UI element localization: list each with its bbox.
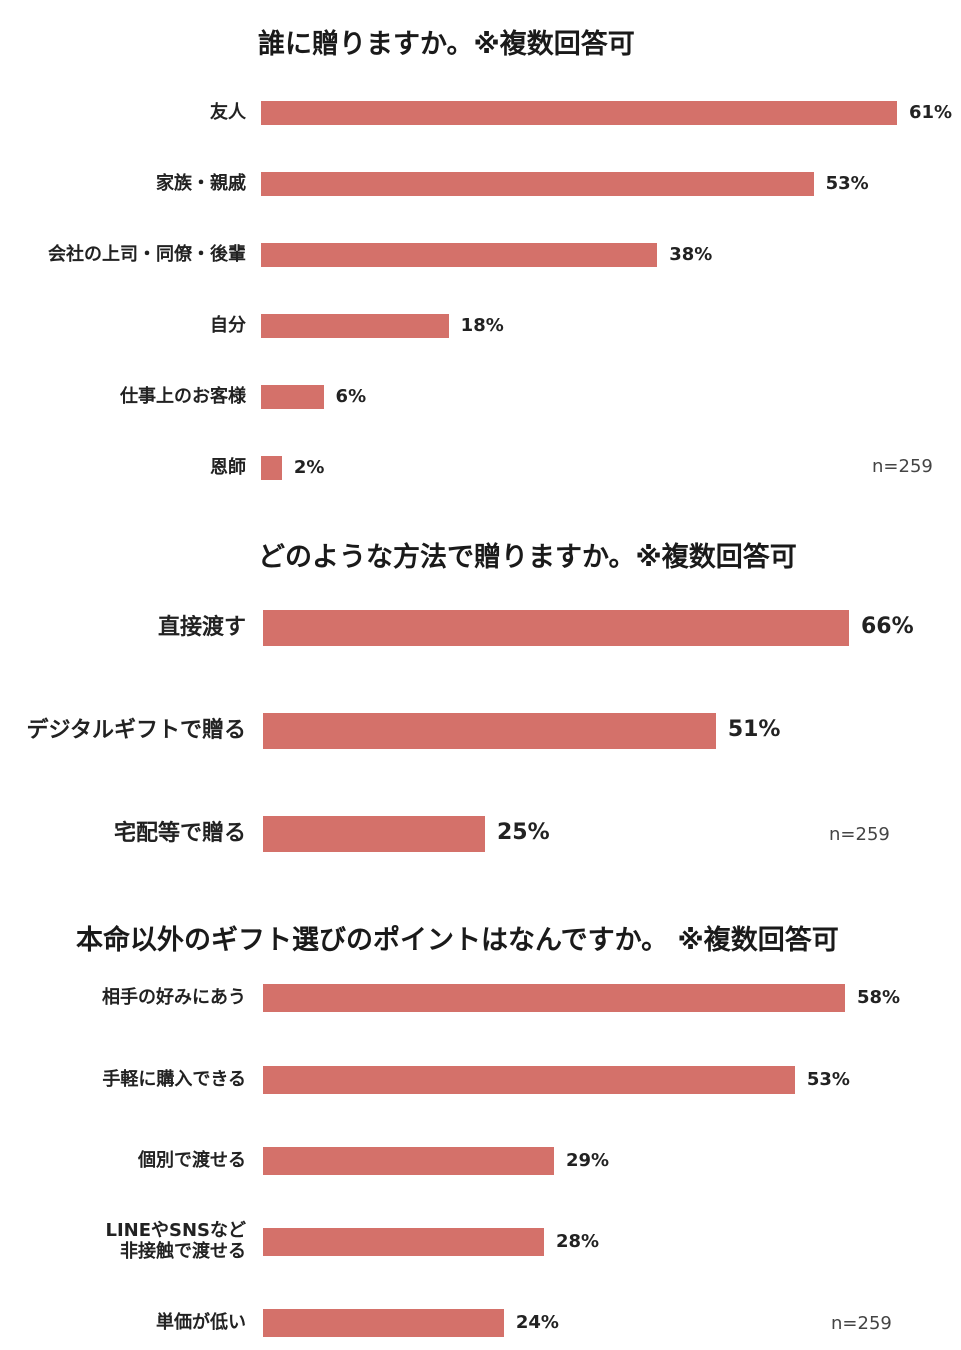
sample-size-note: n=259 (829, 824, 890, 845)
value-label: 29% (566, 1149, 610, 1171)
bar (263, 816, 485, 852)
category-label: 単価が低い (156, 1311, 246, 1333)
category-label: LINEやSNSなど 非接触で渡せる (105, 1220, 246, 1262)
value-label: 28% (555, 1230, 600, 1252)
bar (261, 243, 658, 267)
value-label: 2% (293, 456, 325, 478)
bar (263, 984, 845, 1012)
bar (263, 1066, 795, 1094)
bar (263, 1309, 504, 1337)
bar (261, 385, 324, 409)
chart-title: 本命以外のギフト選びのポイントはなんですか。 ※複数回答可 (76, 925, 839, 956)
value-label: 25% (496, 820, 550, 846)
category-label: 宅配等で贈る (113, 821, 246, 847)
value-label: 51% (727, 717, 781, 743)
category-label: デジタルギフトで贈る (26, 718, 246, 744)
category-label: 自分 (210, 314, 246, 336)
category-label: 友人 (210, 101, 246, 123)
category-label: 直接渡す (157, 615, 246, 641)
value-label: 18% (460, 314, 504, 336)
bar (263, 610, 849, 646)
value-label: 53% (806, 1068, 850, 1090)
bar (261, 314, 449, 338)
category-label: 個別で渡せる (138, 1149, 246, 1171)
sample-size-note: n=259 (872, 456, 933, 477)
value-label: 38% (669, 243, 713, 265)
bar (261, 172, 814, 196)
category-label: 相手の好みにあう (102, 986, 246, 1008)
sample-size-note: n=259 (831, 1313, 892, 1334)
category-label: 会社の上司・同僚・後輩 (48, 243, 246, 265)
chart-title: 誰に贈りますか。※複数回答可 (258, 29, 635, 60)
bar (261, 101, 897, 125)
category-label: 家族・親戚 (156, 172, 246, 194)
category-label: 仕事上のお客様 (120, 385, 246, 407)
value-label: 24% (515, 1311, 559, 1333)
bar (263, 713, 716, 749)
value-label: 61% (909, 101, 953, 123)
category-label: 手軽に購入できる (102, 1068, 246, 1090)
bar (261, 456, 282, 480)
bar (263, 1228, 544, 1256)
value-label: 53% (825, 172, 869, 194)
bar (263, 1147, 554, 1175)
value-label: 66% (861, 614, 914, 640)
chart-title: どのような方法で贈りますか。※複数回答可 (258, 542, 797, 573)
category-label: 恩師 (210, 456, 246, 478)
value-label: 6% (335, 385, 367, 407)
value-label: 58% (857, 986, 901, 1008)
